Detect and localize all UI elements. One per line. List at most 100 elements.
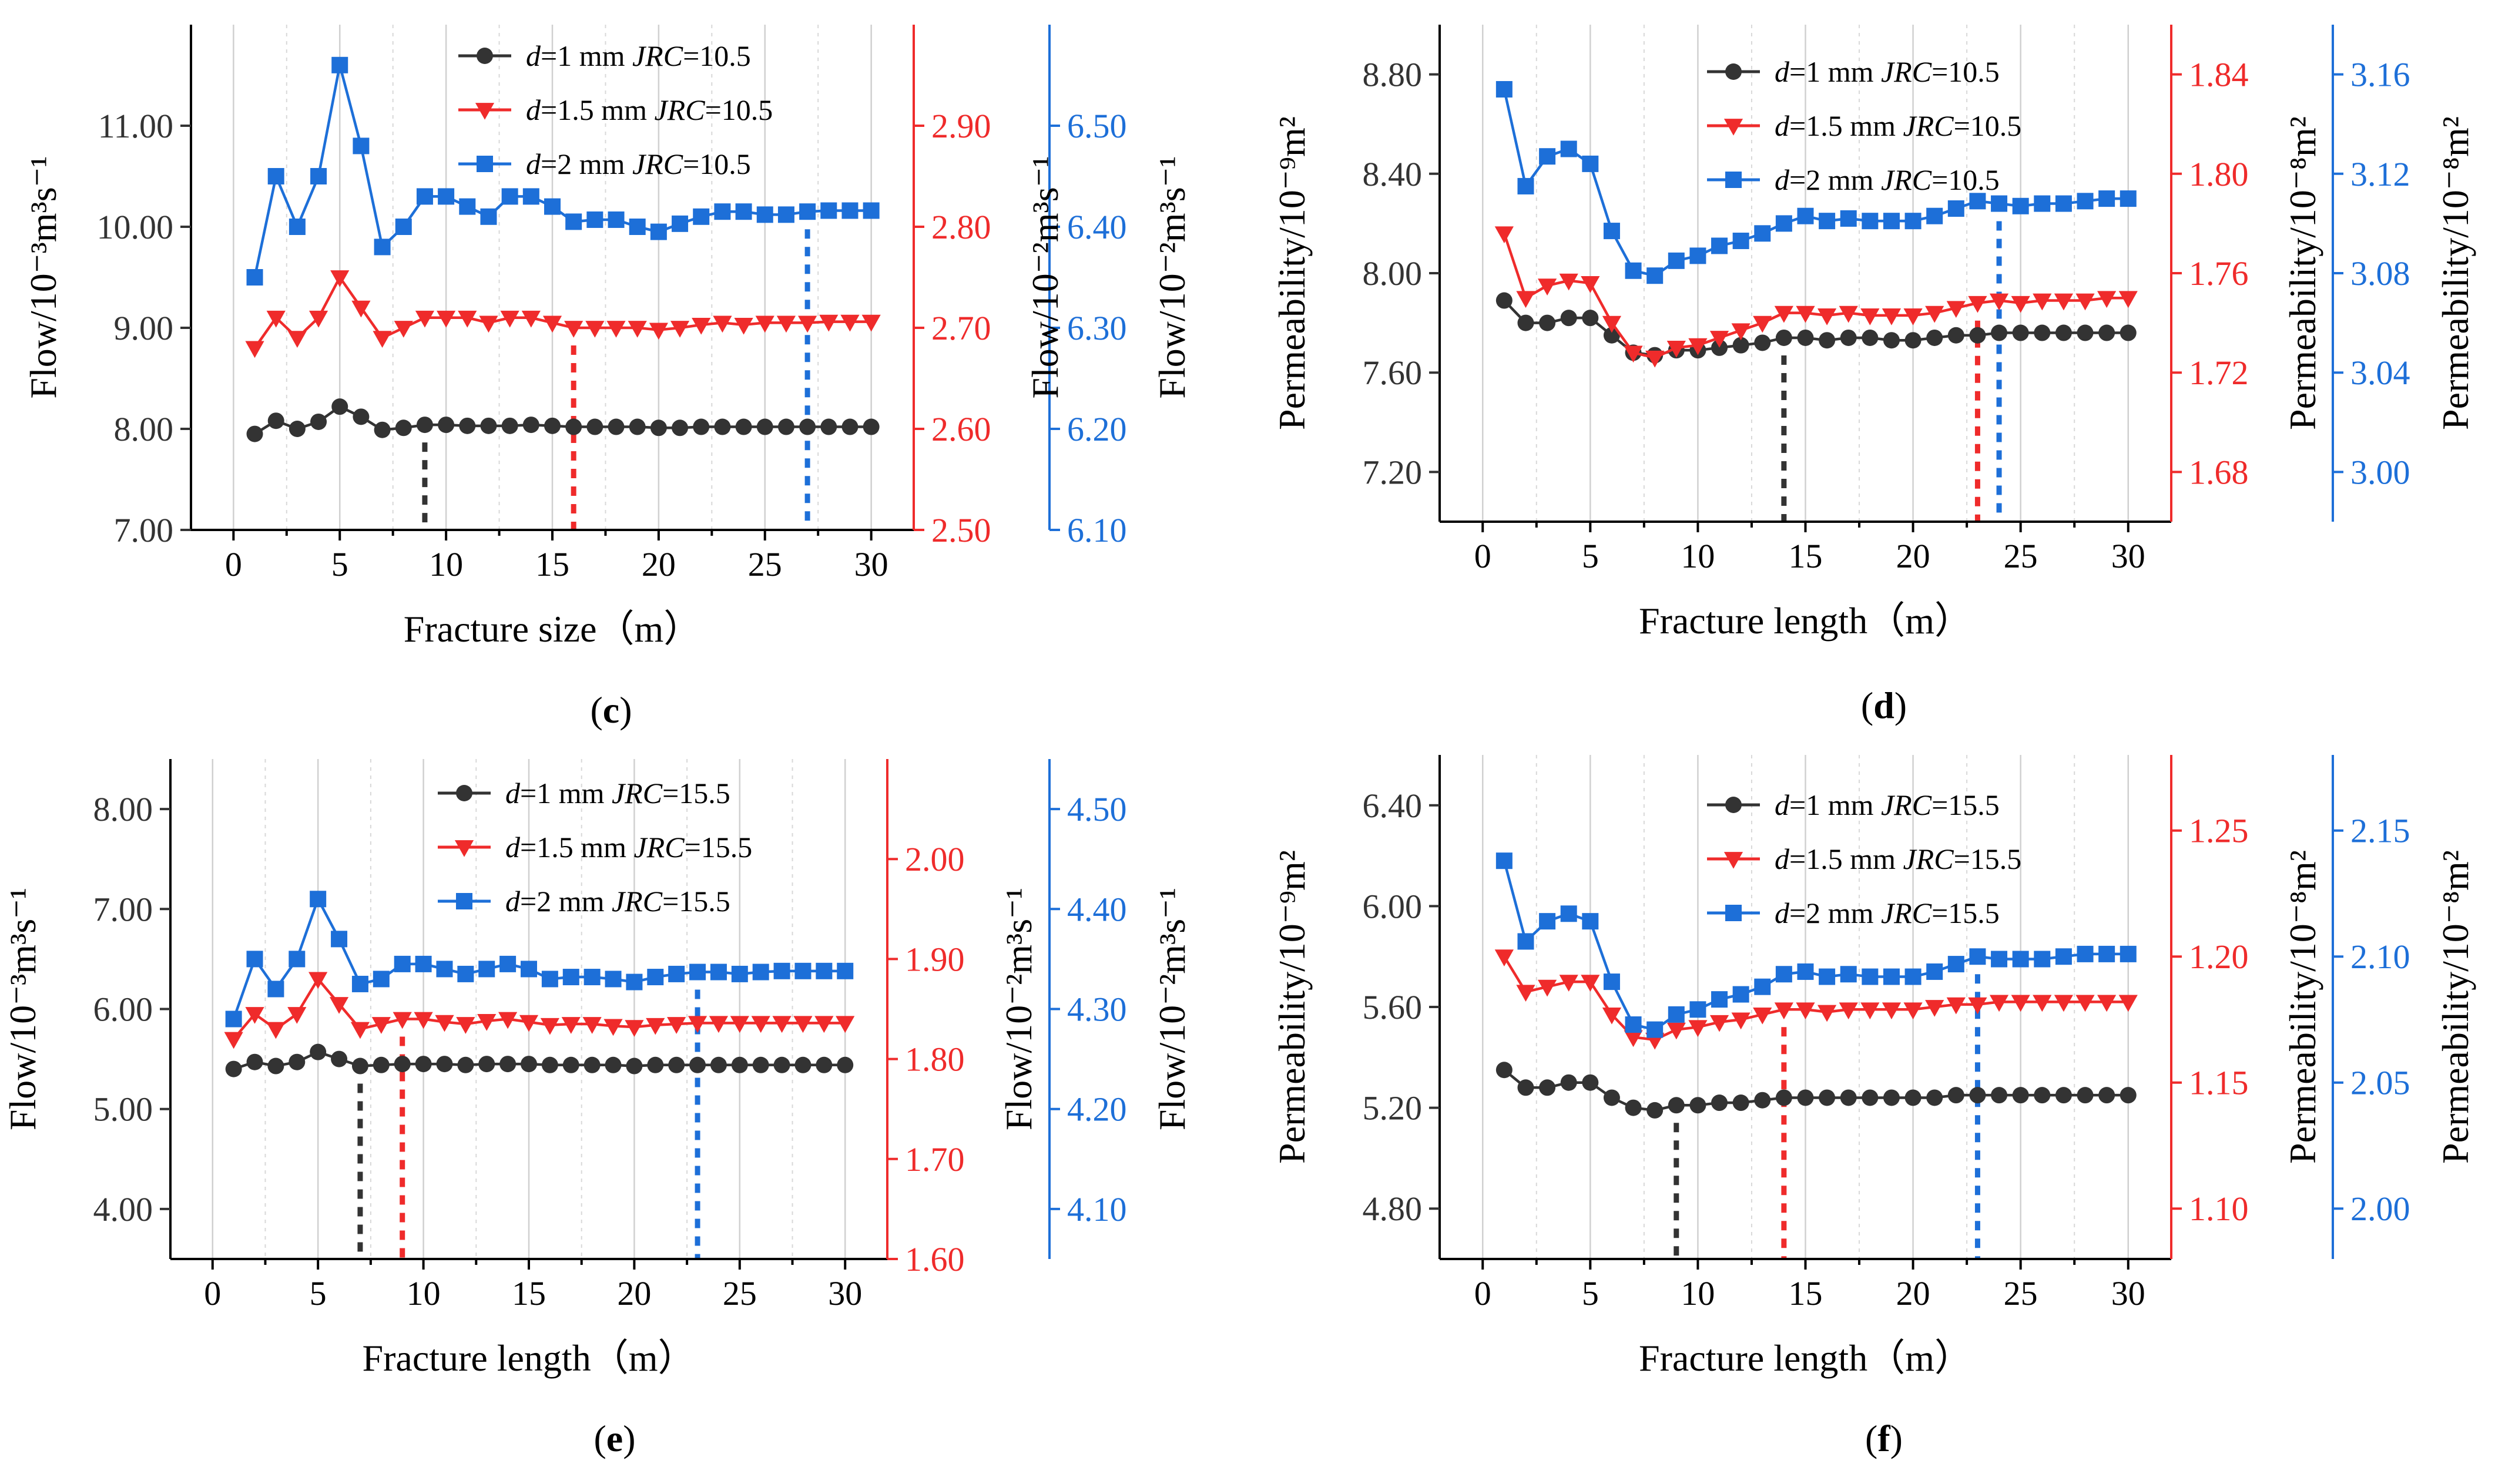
y-axis-title-right-2: Flow/10⁻²m³s⁻¹ — [1151, 156, 1193, 398]
data-point — [1753, 315, 1772, 333]
data-point — [814, 1016, 834, 1033]
data-point — [477, 1014, 497, 1031]
data-point — [1947, 1087, 1964, 1104]
data-point — [289, 421, 306, 437]
data-point — [730, 1016, 749, 1033]
data-point — [1925, 1000, 1944, 1017]
data-point — [1860, 308, 1880, 325]
data-point — [541, 1056, 558, 1073]
data-point — [459, 417, 476, 434]
data-point — [353, 137, 370, 155]
data-point — [436, 1056, 453, 1073]
y-tick-label: 6.00 — [93, 991, 153, 1029]
y-axis-title-right-2: Permeability/10⁻⁸m² — [2434, 116, 2476, 430]
data-point — [2077, 324, 2094, 341]
y-axis-title-right-2: Flow/10⁻²m³s⁻¹ — [1151, 888, 1193, 1130]
legend-marker — [454, 840, 474, 857]
y-tick-label: 1.84 — [2189, 56, 2249, 94]
data-point — [2120, 945, 2137, 962]
x-axis-title: Fracture length（m） — [1639, 1337, 1972, 1379]
data-point — [331, 1050, 348, 1067]
y-tick-label: 4.30 — [1067, 991, 1127, 1029]
data-point — [756, 418, 773, 435]
y-tick-label: 2.15 — [2350, 812, 2410, 850]
data-point — [863, 202, 880, 219]
y-tick-label: 2.05 — [2350, 1064, 2410, 1102]
data-point — [751, 1016, 770, 1033]
data-point — [1603, 327, 1620, 344]
data-point — [1602, 1007, 1622, 1025]
data-point — [542, 315, 562, 333]
legend: d=1 mm JRC=15.5 d=1.5 mm JRC=15.5 d=2 mm… — [438, 777, 752, 918]
legend-label-3: d=2 mm JRC=15.5 — [1775, 897, 2000, 929]
data-point — [1495, 1062, 1513, 1079]
data-point — [2011, 995, 2030, 1012]
data-point — [436, 961, 453, 978]
data-point — [1840, 329, 1857, 346]
data-point — [329, 997, 349, 1014]
data-point — [1732, 233, 1749, 250]
data-point — [1862, 213, 1879, 230]
data-point — [1819, 968, 1836, 985]
data-point — [734, 317, 753, 335]
data-point — [1989, 995, 2009, 1012]
data-point — [713, 315, 732, 333]
legend: d=1 mm JRC=10.5 d=1.5 mm JRC=10.5 d=2 mm… — [458, 39, 773, 180]
y-tick-label: 1.60 — [905, 1240, 965, 1278]
data-series — [1494, 80, 2138, 368]
data-point — [2120, 190, 2137, 207]
data-point — [1775, 966, 1792, 983]
data-point — [841, 202, 859, 219]
y-tick-label: 8.00 — [93, 790, 153, 828]
x-tick-label: 0 — [225, 545, 242, 583]
panel-f: 0 5 10 15 20 25 30 4.80 5.20 5.60 6.00 6.40 1.10 1.15… — [1271, 755, 2476, 1459]
data-point — [373, 331, 392, 348]
data-point — [456, 1017, 475, 1034]
legend-marker — [1723, 119, 1743, 136]
legend-marker — [1725, 63, 1742, 80]
data-point — [522, 417, 539, 434]
x-tick-label: 5 — [1582, 1274, 1599, 1312]
data-point — [1904, 213, 1921, 230]
data-point — [672, 215, 689, 232]
data-point — [267, 1057, 284, 1075]
data-point — [1688, 1020, 1708, 1038]
data-point — [331, 56, 348, 73]
data-point — [605, 971, 622, 988]
data-point — [777, 418, 794, 435]
legend-marker — [1725, 797, 1742, 813]
y-tick-label: 4.50 — [1067, 790, 1127, 828]
data-point — [1775, 329, 1792, 346]
data-point — [1711, 1094, 1728, 1112]
data-point — [1711, 339, 1728, 356]
y-tick-label: 5.60 — [1363, 988, 1423, 1026]
data-point — [287, 331, 307, 348]
data-point — [799, 418, 816, 435]
data-point — [1817, 1005, 1837, 1022]
data-point — [1968, 296, 1987, 313]
data-point — [544, 198, 561, 215]
data-point — [351, 975, 368, 992]
panel-label: (e) — [593, 1418, 635, 1459]
data-point — [541, 971, 558, 988]
data-point — [646, 1018, 665, 1035]
data-point — [1517, 314, 1534, 331]
data-point — [584, 1056, 601, 1073]
data-point — [1796, 1002, 1815, 1020]
data-point — [2034, 1087, 2051, 1104]
y-tick-label: 2.80 — [931, 208, 991, 246]
y-tick-label: 1.72 — [2189, 354, 2249, 392]
data-point — [776, 315, 796, 333]
data-point — [1969, 327, 1986, 344]
data-point — [1539, 1079, 1556, 1096]
series-line-2 — [253, 274, 871, 349]
data-point — [1819, 332, 1836, 349]
legend-label-1: d=1 mm JRC=15.5 — [505, 777, 730, 810]
data-point — [458, 310, 477, 328]
legend: d=1 mm JRC=10.5 d=1.5 mm JRC=10.5 d=2 mm… — [1707, 55, 2021, 196]
data-point — [2054, 293, 2074, 311]
y-axis-title-right-2: Permeability/10⁻⁸m² — [2434, 850, 2476, 1164]
y-tick-label: 3.16 — [2350, 56, 2410, 94]
data-point — [394, 1056, 411, 1073]
